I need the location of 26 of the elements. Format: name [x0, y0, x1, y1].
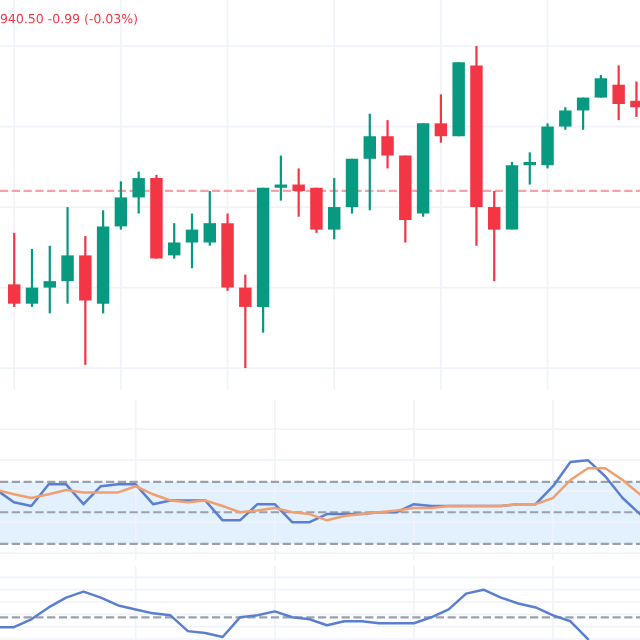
candlestick — [576, 96, 590, 131]
candlestick — [594, 73, 608, 99]
candlestick — [434, 93, 448, 144]
candlestick — [168, 222, 181, 260]
candlestick — [523, 151, 536, 186]
candlestick — [630, 80, 640, 119]
candlestick — [363, 112, 376, 212]
candlestick — [310, 186, 323, 234]
candlestick — [79, 234, 92, 366]
candlestick — [61, 205, 74, 305]
candlestick — [612, 64, 625, 122]
candlestick — [381, 119, 394, 170]
candlestick — [328, 176, 341, 241]
candlestick — [132, 170, 145, 215]
candlestick — [488, 189, 501, 283]
candlestick — [43, 244, 56, 315]
candlestick — [114, 180, 128, 231]
candlestick — [239, 273, 252, 370]
candlestick — [274, 154, 288, 202]
candlestick — [559, 106, 572, 131]
candlestick — [25, 247, 39, 309]
candlestick — [8, 231, 21, 309]
candlestick — [185, 212, 199, 270]
candlestick — [203, 189, 216, 247]
candlestick — [541, 122, 554, 170]
candlestick — [292, 167, 305, 218]
